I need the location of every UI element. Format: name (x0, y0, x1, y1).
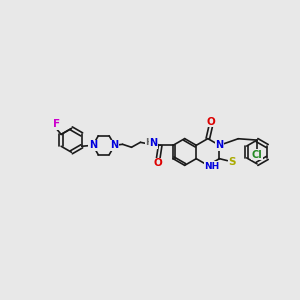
Text: N: N (215, 140, 223, 150)
Text: S: S (229, 157, 236, 166)
Text: F: F (52, 119, 60, 130)
Text: N: N (111, 140, 119, 150)
Text: N: N (89, 140, 97, 150)
Text: O: O (206, 117, 215, 127)
Text: N: N (149, 138, 157, 148)
Text: H: H (146, 138, 153, 147)
Text: O: O (154, 158, 163, 168)
Text: Cl: Cl (252, 150, 262, 160)
Text: NH: NH (204, 162, 219, 171)
